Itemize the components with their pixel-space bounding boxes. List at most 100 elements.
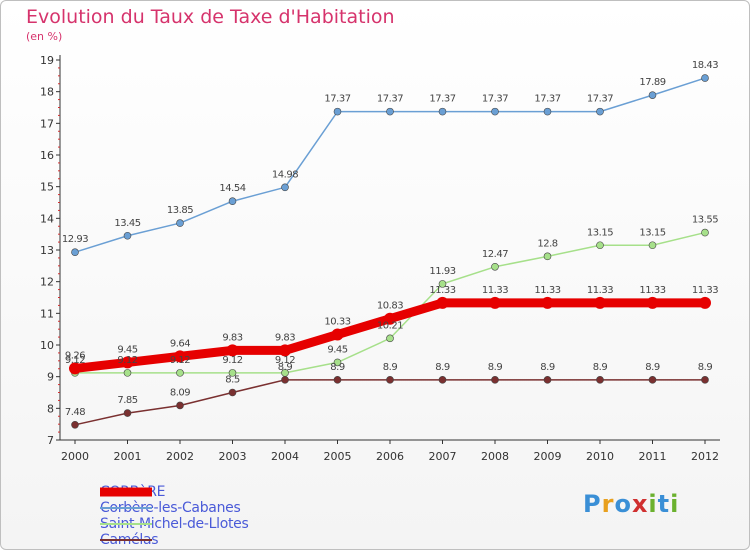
data-point: [491, 262, 499, 271]
data-label: 10.21: [377, 320, 403, 331]
data-label: 17.37: [377, 94, 403, 105]
data-point: [226, 344, 239, 357]
data-label: 7.85: [117, 395, 137, 406]
data-point: [438, 107, 447, 116]
data-point: [701, 74, 709, 82]
data-label: 17.37: [429, 94, 455, 105]
logo-letter: t: [657, 490, 671, 518]
data-point: [333, 376, 342, 384]
data-label: 9.83: [222, 332, 242, 343]
data-point: [701, 228, 709, 237]
data-point: [333, 107, 342, 116]
y-tick-label: 14: [40, 212, 54, 225]
y-tick-label: 11: [40, 307, 54, 320]
y-tick-label: 13: [40, 244, 54, 257]
data-label: 11.93: [429, 266, 455, 277]
data-point: [438, 376, 447, 384]
data-label: 12.93: [62, 234, 88, 245]
legend-item-corbere-les-cabanes: Corbère-les-Cabanes: [100, 500, 248, 516]
data-point: [436, 296, 449, 309]
logo-letter: i: [670, 490, 680, 518]
data-label: 14.98: [272, 169, 298, 180]
legend-swatch-corbere: [100, 487, 152, 497]
chart-subtitle: (en %): [26, 30, 63, 43]
data-label: 8.9: [278, 362, 293, 373]
data-label: 9.12: [275, 355, 295, 366]
data-label: 9.64: [170, 338, 190, 349]
data-label: 11.33: [482, 285, 508, 296]
data-label: 9.83: [275, 332, 295, 343]
data-point: [648, 91, 657, 99]
data-point: [174, 350, 186, 363]
data-label: 8.9: [698, 362, 713, 373]
data-point: [228, 197, 237, 206]
data-point: [596, 107, 604, 116]
y-tick-label: 9: [47, 371, 54, 384]
data-point: [281, 376, 289, 384]
data-point: [69, 362, 81, 375]
data-point: [386, 107, 394, 116]
data-label: 8.9: [330, 362, 345, 373]
data-label: 13.15: [639, 227, 665, 238]
data-point: [386, 334, 394, 343]
x-tick-label: 2009: [534, 450, 562, 463]
data-label: 11.33: [587, 285, 613, 296]
data-label: 13.85: [167, 205, 193, 216]
data-point: [333, 358, 342, 367]
data-point: [543, 252, 552, 261]
data-point: [543, 376, 552, 384]
data-point: [281, 183, 289, 192]
data-point: [594, 296, 606, 309]
data-label: 13.55: [692, 215, 718, 226]
data-label: 14.54: [219, 183, 245, 194]
x-tick-label: 2007: [429, 450, 457, 463]
data-label: 10.83: [377, 301, 403, 312]
data-label: 7.48: [65, 407, 85, 418]
data-label: 11.33: [692, 285, 718, 296]
data-label: 10.33: [324, 317, 350, 328]
data-point: [699, 296, 711, 309]
data-point: [438, 280, 447, 288]
x-tick-label: 2006: [376, 450, 404, 463]
data-label: 17.37: [482, 94, 508, 105]
data-point: [701, 376, 709, 384]
data-point: [491, 376, 499, 384]
legend-item-corbere: CORBèRE: [100, 484, 248, 500]
data-point: [541, 296, 554, 309]
x-tick-label: 2000: [61, 450, 89, 463]
y-tick-label: 15: [40, 181, 54, 194]
data-label: 17.37: [587, 94, 613, 105]
data-label: 11.33: [639, 285, 665, 296]
data-point: [646, 296, 659, 309]
x-tick-label: 2003: [219, 450, 247, 463]
data-label: 8.9: [383, 362, 398, 373]
logo-letter: x: [631, 490, 649, 518]
data-point: [648, 376, 657, 384]
data-label: 8.5: [225, 375, 240, 386]
legend-label-saint-michel-de-llotes: Saint-Michel-de-Llotes: [100, 516, 249, 532]
data-point: [543, 107, 552, 116]
data-label: 8.9: [435, 362, 450, 373]
data-point: [121, 356, 134, 369]
data-point: [279, 344, 291, 357]
legend-swatch-corbere-les-cabanes: [100, 507, 152, 509]
data-label: 12.47: [482, 249, 508, 260]
data-point: [228, 369, 237, 377]
data-point: [123, 369, 132, 377]
x-tick-label: 2005: [324, 450, 352, 463]
data-label: 12.8: [537, 238, 557, 249]
data-point: [331, 328, 344, 341]
data-point: [176, 219, 184, 227]
y-tick-label: 16: [40, 149, 54, 162]
legend-swatch-camelas: [100, 539, 152, 541]
x-tick-label: 2012: [691, 450, 719, 463]
data-label: 9.12: [222, 355, 242, 366]
data-point: [176, 369, 184, 377]
data-label: 9.12: [170, 355, 190, 366]
logo-letter: r: [601, 490, 615, 518]
data-label: 13.15: [587, 227, 613, 238]
x-tick-label: 2008: [481, 450, 509, 463]
data-label: 9.26: [65, 350, 85, 361]
